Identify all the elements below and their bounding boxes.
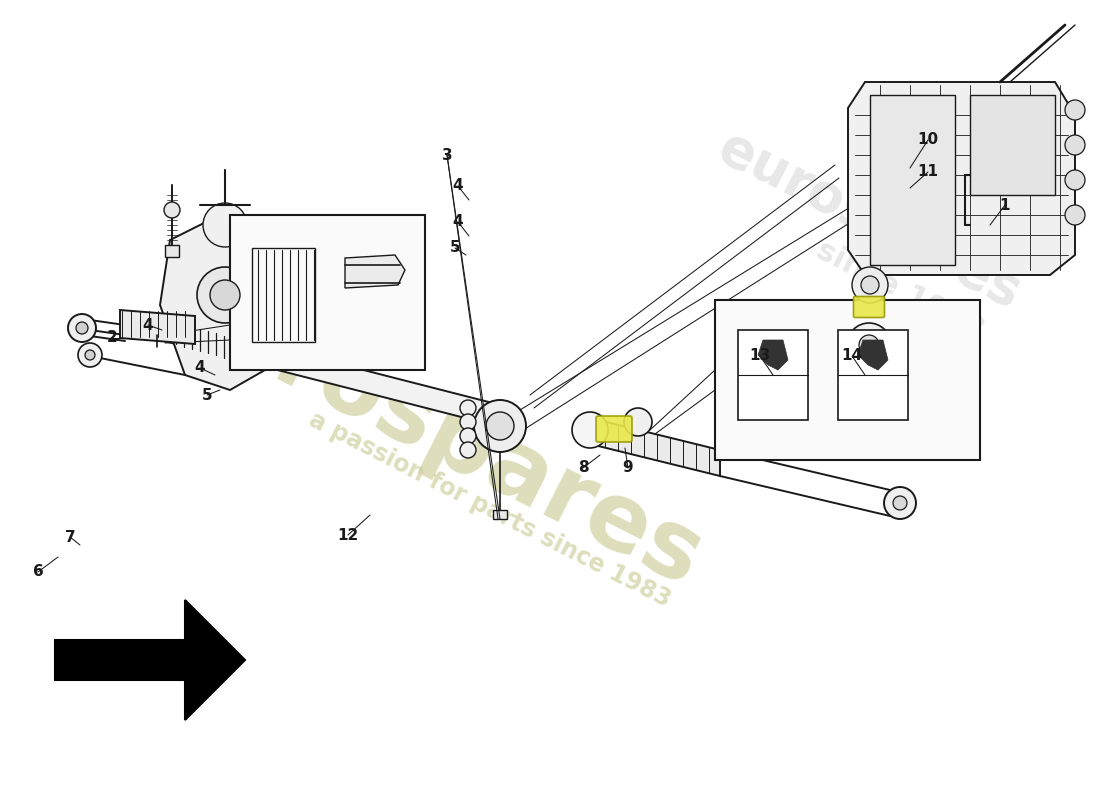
Text: 7: 7 [65,530,75,545]
Text: 5: 5 [201,387,212,402]
Circle shape [852,267,888,303]
Text: 5: 5 [450,241,460,255]
Text: 13: 13 [749,349,771,363]
Text: 2: 2 [107,330,118,346]
Text: 9: 9 [623,461,634,475]
Text: 4: 4 [143,318,153,333]
Polygon shape [738,330,808,420]
Circle shape [893,496,907,510]
Circle shape [572,412,608,448]
Circle shape [460,428,476,444]
Circle shape [486,412,514,440]
Polygon shape [758,340,788,370]
Polygon shape [848,82,1075,275]
FancyBboxPatch shape [854,297,884,318]
Circle shape [1065,135,1085,155]
Bar [493,510,507,519]
Circle shape [460,400,476,416]
Bar [870,95,955,265]
Bar [970,95,1055,195]
Text: 11: 11 [917,165,938,179]
Circle shape [68,314,96,342]
Text: 4: 4 [195,361,206,375]
Text: 1: 1 [1000,198,1010,213]
Circle shape [164,202,180,218]
Circle shape [859,335,879,355]
Circle shape [861,276,879,294]
Text: 10: 10 [917,133,938,147]
Polygon shape [590,418,720,476]
Circle shape [624,408,652,436]
Text: eurospares: eurospares [710,122,1031,318]
Circle shape [1065,170,1085,190]
Circle shape [85,350,95,360]
Polygon shape [838,330,908,420]
Circle shape [1065,205,1085,225]
Polygon shape [120,310,195,344]
Polygon shape [55,600,245,720]
Circle shape [76,322,88,334]
Circle shape [847,323,891,367]
Circle shape [78,343,102,367]
Circle shape [197,267,253,323]
Text: 3: 3 [442,147,452,162]
Text: 4: 4 [453,214,463,230]
Text: since 1983: since 1983 [811,235,989,345]
Text: 8: 8 [578,461,588,475]
Polygon shape [160,318,520,432]
Circle shape [460,414,476,430]
Circle shape [474,400,526,452]
Circle shape [884,487,916,519]
Circle shape [460,442,476,458]
Polygon shape [345,255,405,288]
Text: 14: 14 [842,349,862,363]
Text: eurospares: eurospares [143,254,717,606]
Circle shape [210,280,240,310]
Circle shape [1065,100,1085,120]
FancyBboxPatch shape [715,300,980,460]
Polygon shape [858,340,888,370]
Text: 12: 12 [338,527,359,542]
Text: a passion for parts since 1983: a passion for parts since 1983 [305,408,674,612]
Polygon shape [160,210,285,390]
Bar [165,245,179,257]
FancyBboxPatch shape [596,416,632,442]
FancyBboxPatch shape [230,215,425,370]
Circle shape [204,203,248,247]
Text: 4: 4 [453,178,463,194]
Text: 6: 6 [33,565,43,579]
